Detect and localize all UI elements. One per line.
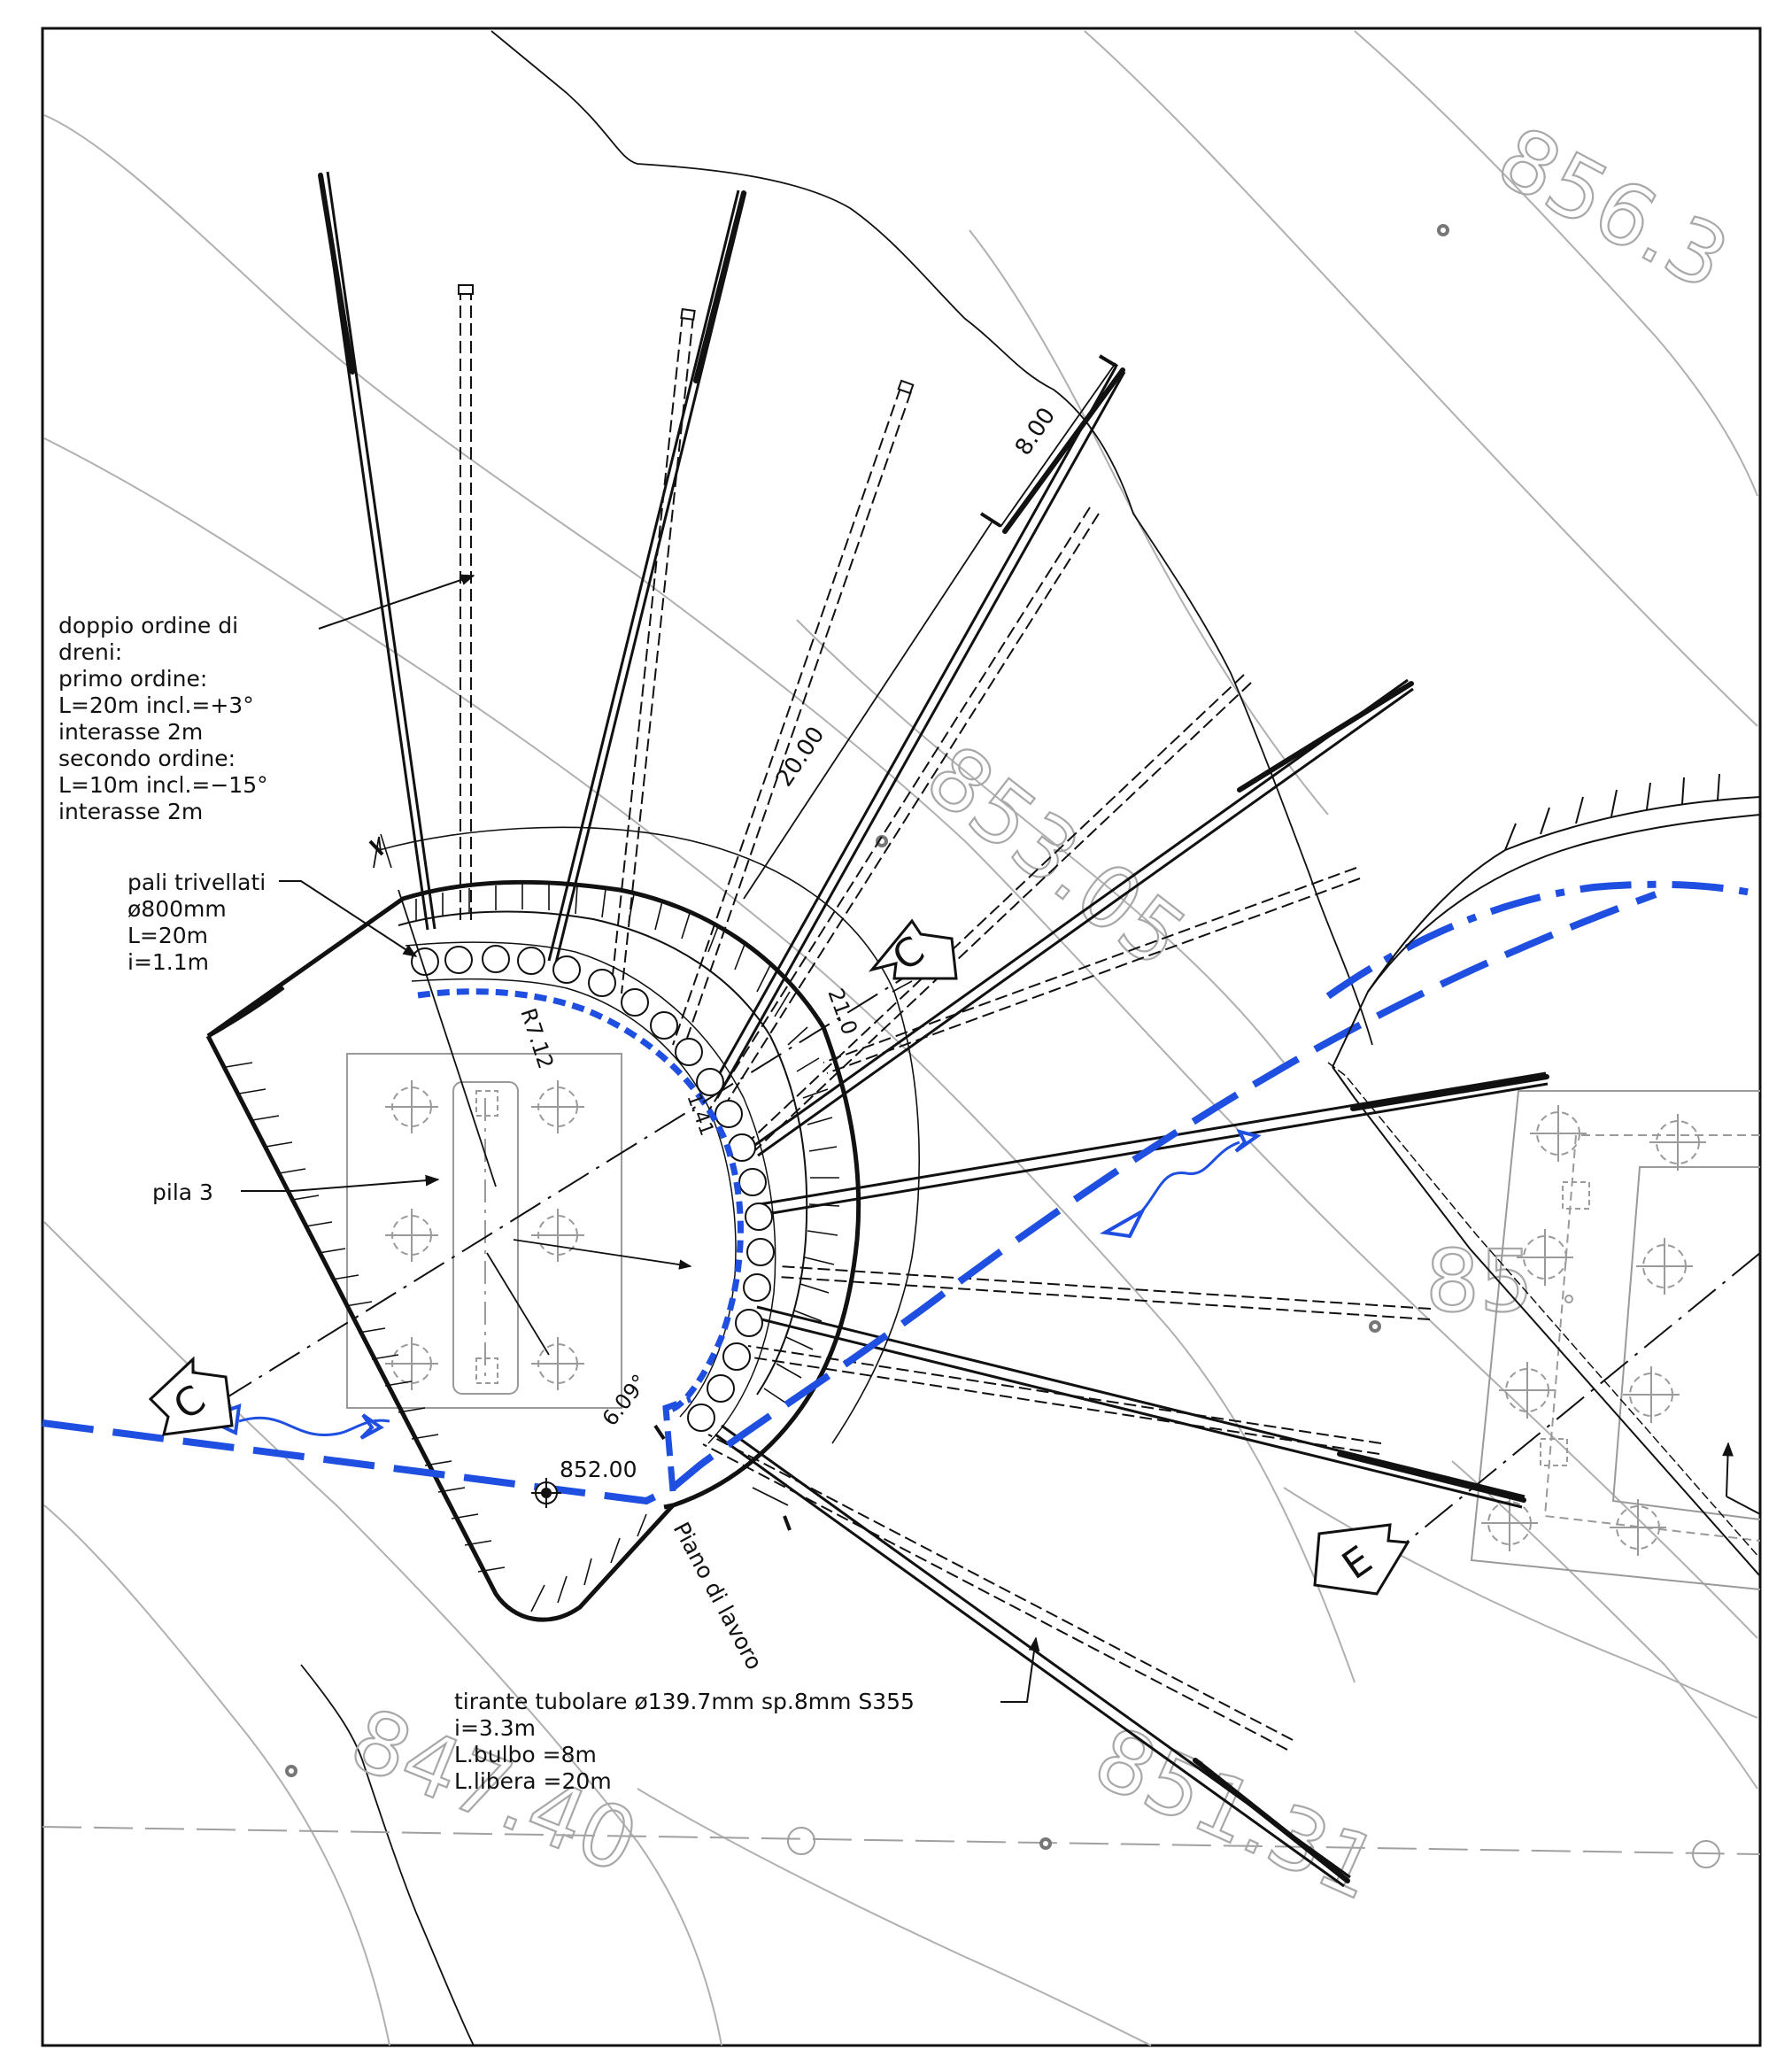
dimension-ticks [368, 354, 1119, 1531]
dim-angle-small: 6.09° [598, 1370, 653, 1431]
drains-callout: doppio ordine di dreni: primo ordine: L=… [58, 613, 268, 824]
drains-line-3: primo ordine: [58, 666, 207, 692]
pile-cap-band [405, 941, 776, 1444]
contour-label-851: 851.31 [1081, 1708, 1393, 1920]
tieback-callout: tirante tubolare ø139.7mm sp.8mm S355 i=… [454, 1689, 915, 1794]
drains-second-order [460, 288, 1432, 1751]
drains-line-2: dreni: [58, 639, 122, 665]
drains-line-8: interasse 2m [58, 799, 203, 824]
terrain-contours [43, 30, 1758, 2046]
pier-3-foundation [346, 1053, 622, 1409]
section-mark-c-left: C [148, 1356, 234, 1436]
drains-line-7: L=10m incl.=−15° [58, 772, 268, 798]
slope-hatching [225, 884, 840, 1612]
drilled-piles [411, 945, 775, 1432]
piles-callout: pali trivellati ø800mm L=20m i=1.1m [127, 870, 266, 975]
alignment-axis [42, 1826, 1761, 1868]
dimension-lines [373, 362, 1116, 1506]
work-plane-label: Piano di lavoro [668, 1518, 768, 1674]
anchor-bulbs [318, 173, 1549, 1883]
piles-line-2: ø800mm [127, 896, 227, 922]
contour-label-856: 856.3 [1482, 107, 1743, 309]
pier-label: pila 3 [152, 1179, 213, 1205]
contour-elevation-labels: 856.3 853.05 847.40 851.31 85 [336, 106, 1744, 1920]
tieback-anchors [319, 171, 1549, 1888]
drains-line-1: doppio ordine di [58, 613, 238, 638]
drain-caps [458, 284, 915, 395]
dim-small: 1.41 [682, 1091, 717, 1140]
drains-line-6: secondo ordine: [58, 746, 236, 771]
section-mark-e: E [1313, 1523, 1410, 1596]
drains-line-4: L=20m incl.=+3° [58, 692, 254, 718]
terrain-edges [300, 30, 1373, 2046]
piles-line-3: L=20m [127, 923, 208, 948]
retaining-wall [205, 879, 861, 1622]
elevation-label: 852.00 [560, 1457, 637, 1482]
tieback-line-4: L.libera =20m [454, 1768, 612, 1794]
section-axis-e [1380, 1252, 1761, 1564]
contour-label-85: 85 [1425, 1232, 1533, 1331]
leader-lines [241, 574, 1761, 1703]
pier-4-foundation [1470, 1090, 1761, 1590]
section-axis-c [220, 955, 939, 1402]
drains-line-5: interasse 2m [58, 719, 203, 745]
drawing-frame [41, 27, 1762, 2047]
pier-3-piles [385, 1080, 584, 1390]
piles-line-1: pali trivellati [127, 870, 266, 895]
water-flow [42, 880, 1761, 1505]
dim-radius: R7.12 [515, 1005, 558, 1071]
tieback-line-2: i=3.3m [454, 1715, 536, 1741]
benchmark-symbol [531, 1478, 561, 1508]
dim-angle-large: 21.0 [823, 985, 862, 1038]
embankment-right [1327, 773, 1761, 1577]
tieback-line-3: L.bulbo =8m [454, 1742, 597, 1767]
survey-points [285, 224, 1449, 1850]
piles-line-4: i=1.1m [127, 949, 209, 975]
tieback-line-1: tirante tubolare ø139.7mm sp.8mm S355 [454, 1689, 915, 1714]
outer-slope-arc [378, 826, 920, 1444]
